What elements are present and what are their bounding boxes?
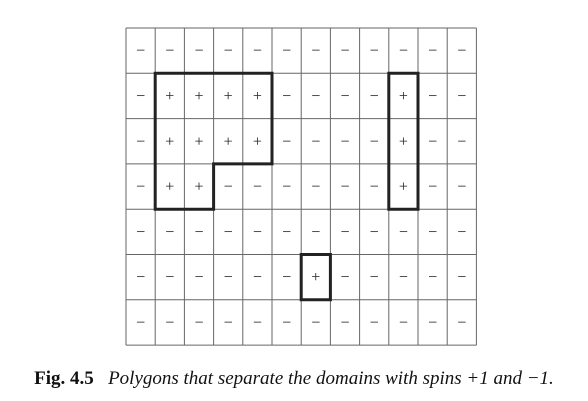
spin-cell-r4-c0: − bbox=[136, 224, 145, 241]
spin-cell-r1-c10: − bbox=[428, 88, 437, 105]
spin-cell-r6-c5: − bbox=[282, 314, 291, 331]
spin-cell-r6-c9: − bbox=[399, 314, 408, 331]
spin-cell-r3-c9: + bbox=[399, 179, 408, 196]
spin-cell-r4-c5: − bbox=[282, 224, 291, 241]
spin-cell-r4-c9: − bbox=[399, 224, 408, 241]
spin-cell-r1-c6: − bbox=[311, 88, 320, 105]
spin-cell-r1-c7: − bbox=[340, 88, 349, 105]
spin-cell-r2-c0: − bbox=[136, 133, 145, 150]
spin-cell-r4-c8: − bbox=[370, 224, 379, 241]
spin-cell-r6-c2: − bbox=[194, 314, 203, 331]
spin-cell-r2-c9: + bbox=[399, 133, 408, 150]
spin-cell-r0-c5: − bbox=[282, 43, 291, 60]
caption-label: Fig. 4.5 bbox=[34, 368, 94, 389]
spin-cell-r2-c7: − bbox=[340, 133, 349, 150]
spin-cell-r5-c11: − bbox=[457, 269, 466, 286]
spin-cell-r3-c1: + bbox=[165, 179, 174, 196]
spin-cell-r1-c9: + bbox=[399, 88, 408, 105]
spin-cell-r1-c1: + bbox=[165, 88, 174, 105]
spin-cell-r2-c11: − bbox=[457, 133, 466, 150]
spin-cell-r0-c11: − bbox=[457, 43, 466, 60]
spin-cell-r6-c8: − bbox=[370, 314, 379, 331]
spin-cell-r4-c6: − bbox=[311, 224, 320, 241]
spin-cell-r2-c10: − bbox=[428, 133, 437, 150]
spin-grid-figure: − − − − − − − − − − − − − + + + + − − − − + − − − + + + + − − − − + − − − + + −… bbox=[125, 27, 477, 346]
spin-cell-r2-c8: − bbox=[370, 133, 379, 150]
spin-cell-r6-c10: − bbox=[428, 314, 437, 331]
spin-cell-r0-c10: − bbox=[428, 43, 437, 60]
spin-cell-r3-c10: − bbox=[428, 179, 437, 196]
spin-cell-r1-c4: + bbox=[253, 88, 262, 105]
spin-cell-r3-c8: − bbox=[370, 179, 379, 196]
spin-cell-r3-c11: − bbox=[457, 179, 466, 196]
spin-cell-r5-c8: − bbox=[370, 269, 379, 286]
spin-cell-r1-c11: − bbox=[457, 88, 466, 105]
spin-cell-r2-c1: + bbox=[165, 133, 174, 150]
spin-cell-r3-c4: − bbox=[253, 179, 262, 196]
spin-cell-r5-c3: − bbox=[224, 269, 233, 286]
spin-cell-r1-c8: − bbox=[370, 88, 379, 105]
spin-cell-r5-c1: − bbox=[165, 269, 174, 286]
spin-cell-r4-c7: − bbox=[340, 224, 349, 241]
spin-cell-r5-c4: − bbox=[253, 269, 262, 286]
spin-cell-r4-c3: − bbox=[224, 224, 233, 241]
spin-cell-r0-c1: − bbox=[165, 43, 174, 60]
spin-cell-r3-c7: − bbox=[340, 179, 349, 196]
spin-cell-r6-c1: − bbox=[165, 314, 174, 331]
spin-cell-r6-c3: − bbox=[224, 314, 233, 331]
spin-cell-r3-c6: − bbox=[311, 179, 320, 196]
spin-cell-r5-c6: + bbox=[311, 269, 320, 286]
spin-cell-r2-c3: + bbox=[224, 133, 233, 150]
spin-cell-r5-c9: − bbox=[399, 269, 408, 286]
spin-cell-r0-c7: − bbox=[340, 43, 349, 60]
spin-cell-r6-c0: − bbox=[136, 314, 145, 331]
spin-cell-r4-c1: − bbox=[165, 224, 174, 241]
domain-boundary-polygons bbox=[153, 71, 420, 302]
spin-cell-r2-c6: − bbox=[311, 133, 320, 150]
spin-cell-r5-c10: − bbox=[428, 269, 437, 286]
spin-cell-r0-c0: − bbox=[136, 43, 145, 60]
spin-cell-r5-c2: − bbox=[194, 269, 203, 286]
spin-cell-r6-c4: − bbox=[253, 314, 262, 331]
spin-cell-r0-c4: − bbox=[253, 43, 262, 60]
spin-cell-r3-c5: − bbox=[282, 179, 291, 196]
spin-cell-r6-c11: − bbox=[457, 314, 466, 331]
spin-cell-r2-c5: − bbox=[282, 133, 291, 150]
spin-cell-r1-c5: − bbox=[282, 88, 291, 105]
spin-cell-r1-c3: + bbox=[224, 88, 233, 105]
spin-cell-r0-c9: − bbox=[399, 43, 408, 60]
figure-caption: Fig. 4.5 Polygons that separate the doma… bbox=[0, 368, 588, 390]
spin-cell-r1-c0: − bbox=[136, 88, 145, 105]
spin-cell-r0-c8: − bbox=[370, 43, 379, 60]
spin-cell-r4-c4: − bbox=[253, 224, 262, 241]
spin-cell-r0-c3: − bbox=[224, 43, 233, 60]
spin-cell-r3-c3: − bbox=[224, 179, 233, 196]
spin-cell-r0-c2: − bbox=[194, 43, 203, 60]
spin-cell-r2-c4: + bbox=[253, 133, 262, 150]
spin-cell-r0-c6: − bbox=[311, 43, 320, 60]
spin-cell-r4-c11: − bbox=[457, 224, 466, 241]
spin-cell-r4-c2: − bbox=[194, 224, 203, 241]
spin-cell-r3-c2: + bbox=[194, 179, 203, 196]
spin-cell-r5-c0: − bbox=[136, 269, 145, 286]
spin-cell-r6-c7: − bbox=[340, 314, 349, 331]
spin-cell-r4-c10: − bbox=[428, 224, 437, 241]
spin-cell-r2-c2: + bbox=[194, 133, 203, 150]
spin-cell-r3-c0: − bbox=[136, 179, 145, 196]
spin-cell-r6-c6: − bbox=[311, 314, 320, 331]
spin-cell-r5-c7: − bbox=[340, 269, 349, 286]
spin-cell-r1-c2: + bbox=[194, 88, 203, 105]
spin-cell-r5-c5: − bbox=[282, 269, 291, 286]
caption-text: Polygons that separate the domains with … bbox=[108, 368, 554, 389]
